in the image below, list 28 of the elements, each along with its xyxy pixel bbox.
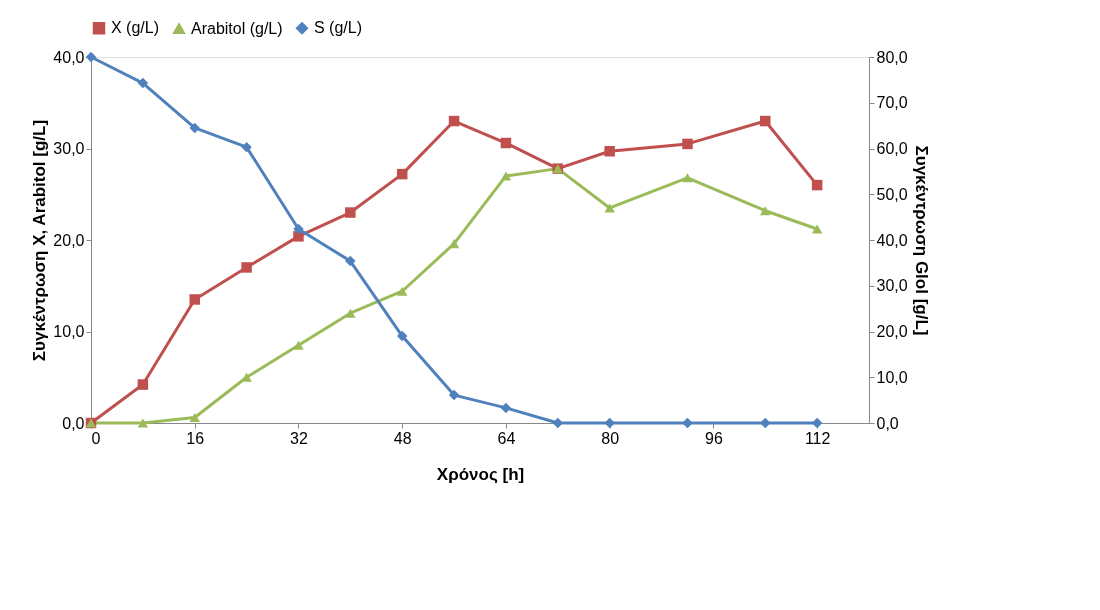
x-axis-title: Χρόνος [h] [436, 464, 525, 484]
y2-tick-label: 30,0 [876, 277, 908, 295]
legend-label: Arabitol (g/L) [191, 19, 283, 37]
y-tick-label: 20,0 [53, 231, 85, 249]
y-tick-label: 30,0 [53, 140, 85, 157]
y2-tick-label: 50,0 [876, 185, 908, 203]
y-axis-title: Συγκέντρωση X, Arabitol [g/L] [30, 119, 50, 362]
x-tick-label: 96 [705, 429, 723, 447]
y2-tick-label: 0,0 [876, 414, 899, 432]
x-tick-label: 80 [601, 429, 620, 447]
y2-tick-label: 10,0 [876, 368, 908, 386]
y2-axis-title: Συγκέντρωση Glol [g/L] [911, 145, 931, 336]
y2-tick-label: 80,0 [876, 48, 908, 66]
y-tick-label: 0,0 [62, 414, 85, 432]
legend-label: X (g/L) [111, 19, 160, 37]
x-tick-label: 64 [497, 429, 516, 447]
y-tick-label: 10,0 [53, 323, 85, 340]
y2-tick-label: 70,0 [876, 94, 908, 112]
legend-label: S (g/L) [314, 19, 363, 37]
y2-tick-label: 40,0 [876, 231, 908, 249]
y2-tick-label: 60,0 [876, 140, 908, 157]
x-tick-label: 48 [393, 429, 412, 447]
x-tick-label: 32 [290, 429, 308, 447]
y-tick-label: 40,0 [53, 48, 85, 66]
x-tick-label: 16 [186, 429, 205, 447]
x-tick-label: 112 [804, 429, 831, 447]
x-tick-label: 0 [91, 429, 101, 447]
y2-tick-label: 20,0 [876, 323, 908, 340]
